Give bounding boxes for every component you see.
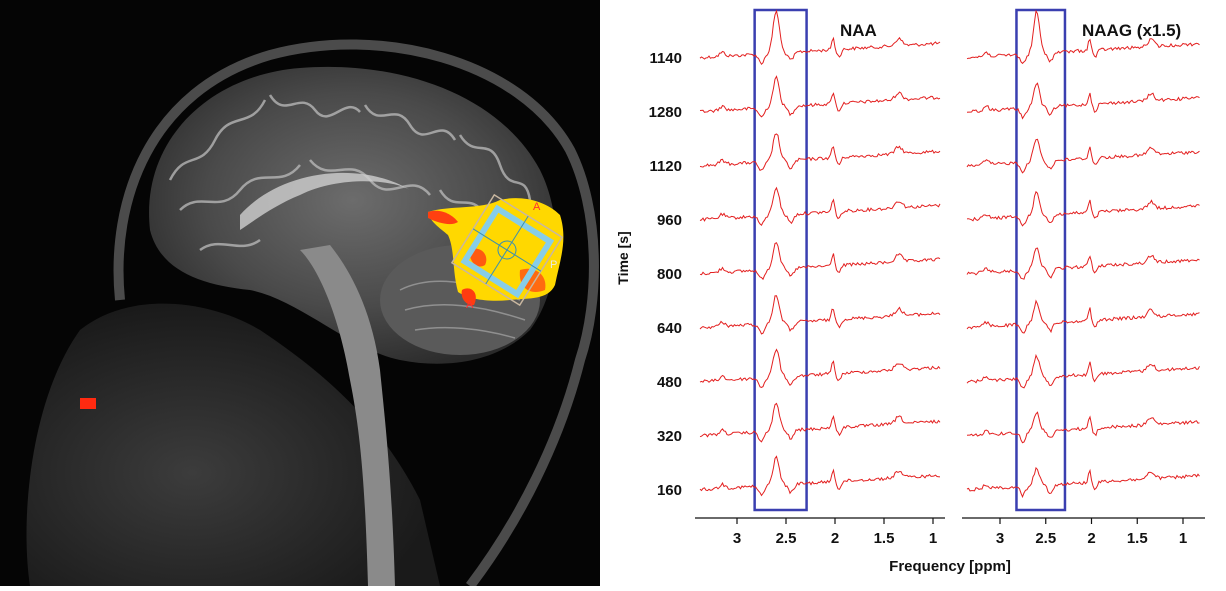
spectrum-line <box>699 186 941 226</box>
spectrum-line <box>699 242 941 281</box>
spectrum-line <box>699 402 941 443</box>
spectrum-line <box>699 75 941 118</box>
spectrum-line <box>966 190 1200 227</box>
naag-panel: NAAG (x1.5) 3 2.5 2 1.5 1 <box>962 8 1205 547</box>
y-axis-label: Time [s] <box>615 231 631 284</box>
time-label: 640 <box>657 320 682 337</box>
face-region <box>26 303 440 586</box>
x-tick-label: 1 <box>929 530 937 547</box>
spectra-svg: Time [s] 114012801120960800640480320160 … <box>615 8 1205 575</box>
naag-spectra <box>966 8 1200 512</box>
label-posterior: P <box>550 259 557 271</box>
spectrum-line <box>966 411 1200 444</box>
x-tick-label: 1.5 <box>874 530 895 547</box>
time-label: 800 <box>657 266 682 283</box>
spectrum-line <box>699 455 941 497</box>
naag-x-ticks: 3 2.5 2 1.5 1 <box>996 518 1187 547</box>
time-labels: 1140 1280 1120 960 800 640 480 320 160 <box>649 50 682 499</box>
highlight-box <box>753 8 808 512</box>
time-label: 160 <box>657 482 682 499</box>
naa-x-ticks: 3 2.5 2 1.5 1 <box>733 518 937 547</box>
mri-sagittal-image: A A P <box>0 0 600 590</box>
spectra-figure: Time [s] 1140 1280 1120 960 800 640 480 320 160 … <box>600 0 1226 586</box>
time-label: 320 <box>657 428 682 445</box>
mri-svg: A A P <box>0 0 600 590</box>
spectrum-line <box>699 348 941 388</box>
x-tick-label: 1.5 <box>1127 530 1148 547</box>
voxel-box <box>450 193 564 307</box>
naa-title: NAA <box>840 21 877 40</box>
brainstem <box>300 245 395 586</box>
time-label: 960 <box>657 212 682 229</box>
highlight-box <box>1015 8 1067 512</box>
x-tick-label: 3 <box>996 530 1004 547</box>
spectrum-line <box>966 82 1200 120</box>
time-label: 1140 <box>649 50 682 67</box>
x-axis-label: Frequency [ppm] <box>889 558 1011 575</box>
scalp-outline <box>113 39 599 590</box>
spectrum-line <box>966 353 1200 389</box>
corpus-callosum <box>240 172 410 230</box>
spectrum-line <box>699 295 941 335</box>
time-label: 1120 <box>649 158 682 175</box>
x-tick-label: 2.5 <box>776 530 797 547</box>
label-anterior-top: A <box>533 201 541 213</box>
x-tick-label: 2 <box>1087 530 1095 547</box>
spectrum-line <box>966 247 1200 280</box>
naa-spectra <box>699 8 941 512</box>
x-tick-label: 2 <box>831 530 839 547</box>
x-tick-label: 1 <box>1179 530 1187 547</box>
spectrum-line <box>699 9 941 66</box>
activation-spot <box>80 398 96 409</box>
time-label: 480 <box>657 374 682 391</box>
spectrum-line <box>966 9 1200 65</box>
voxel-inner-box <box>460 204 555 299</box>
spectrum-line <box>966 466 1200 499</box>
x-tick-label: 3 <box>733 530 741 547</box>
spectrum-line <box>966 299 1200 334</box>
naa-panel: NAA 3 2.5 2 1.5 1 <box>695 8 945 547</box>
spectrum-line <box>699 133 941 172</box>
spectrum-line <box>966 138 1200 174</box>
time-label: 1280 <box>649 104 682 121</box>
naag-title: NAAG (x1.5) <box>1082 21 1181 40</box>
x-tick-label: 2.5 <box>1035 530 1056 547</box>
label-anterior-bottom: A <box>466 299 474 311</box>
